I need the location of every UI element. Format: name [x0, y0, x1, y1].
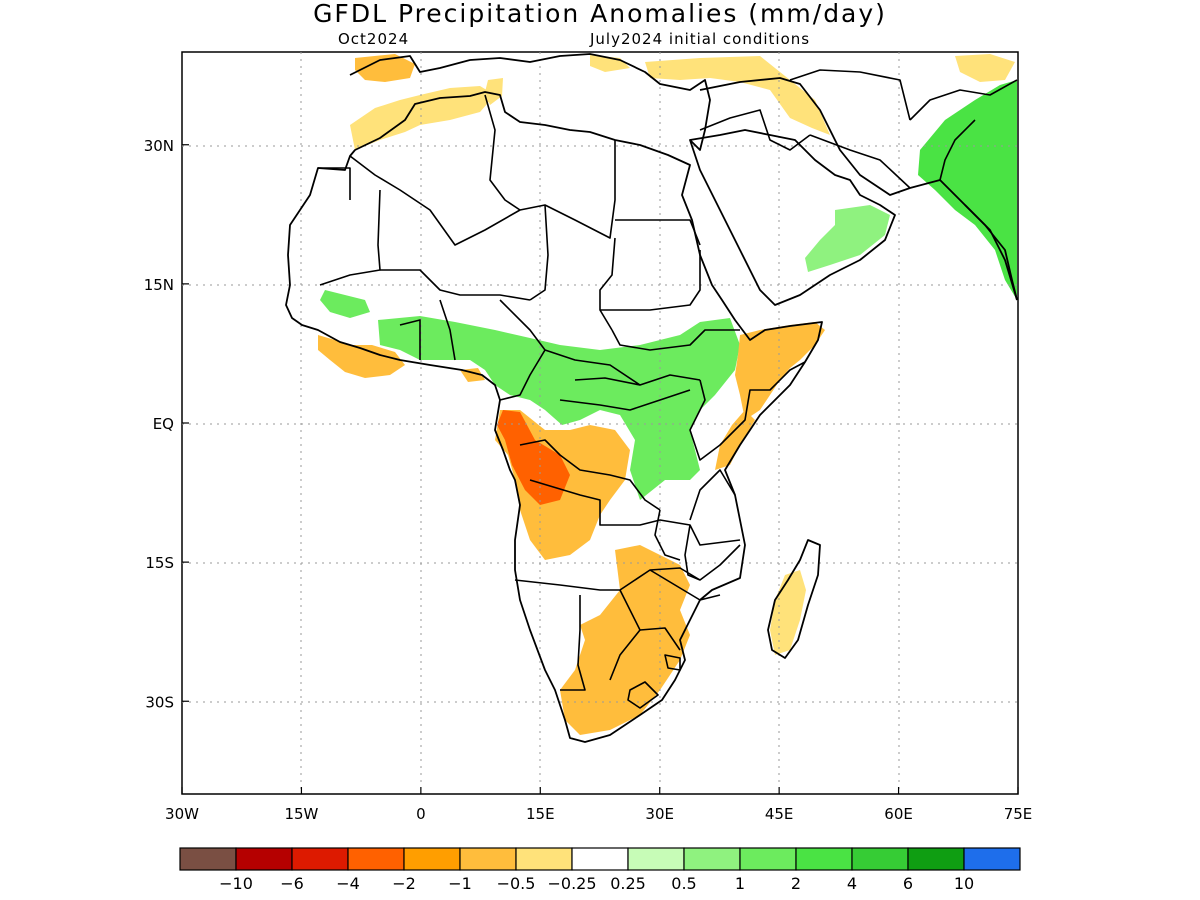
arabia-coastline — [689, 129, 896, 306]
colorbar-label: −0.5 — [497, 874, 536, 893]
colorbar-swatch — [179, 847, 237, 871]
colorbar-label: 2 — [791, 874, 801, 893]
x-tick-label: 15E — [526, 805, 555, 823]
anomaly-region — [955, 54, 1015, 82]
anomaly-region — [735, 322, 825, 420]
y-axis-ticks: 30N 15N EQ 15S 30S — [144, 137, 189, 711]
colorbar-swatch — [235, 847, 293, 871]
y-tick-label: EQ — [153, 415, 174, 433]
x-tick-label: 30E — [645, 805, 674, 823]
anomaly-region — [715, 410, 755, 470]
anomaly-region — [805, 205, 890, 272]
x-axis-ticks: 30W 15W 0 15E 30E 45E 60E 75E — [165, 787, 1032, 823]
x-tick-label: 15W — [284, 805, 318, 823]
initial-conditions-label: July2024 initial conditions — [589, 30, 810, 48]
anomaly-region — [355, 54, 415, 82]
y-tick-label: 30N — [144, 137, 174, 155]
colorbar-swatch — [851, 847, 909, 871]
y-tick-label: 30S — [145, 693, 174, 711]
anomaly-region — [770, 570, 806, 655]
y-tick-label: 15N — [144, 276, 174, 294]
x-tick-label: 60E — [884, 805, 913, 823]
colorbar-label: 1 — [735, 874, 745, 893]
anomaly-region — [320, 290, 370, 318]
colorbar-swatch — [795, 847, 853, 871]
x-tick-label: 75E — [1004, 805, 1033, 823]
colorbar-swatch — [907, 847, 965, 871]
africa-coastline — [285, 91, 823, 743]
map-title: GFDL Precipitation Anomalies (mm/day) — [313, 0, 887, 28]
x-tick-label: 30W — [165, 805, 199, 823]
anomaly-region — [318, 335, 405, 378]
colorbar-label: 10 — [954, 874, 974, 893]
colorbar-label: 6 — [903, 874, 913, 893]
graticule — [182, 52, 1018, 794]
coastlines — [285, 53, 1018, 743]
anomaly-region — [378, 316, 740, 500]
anomaly-region — [918, 80, 1017, 300]
madagascar-coastline — [767, 539, 821, 659]
colorbar-label: −6 — [280, 874, 304, 893]
colorbar-label: −0.25 — [547, 874, 596, 893]
colorbar-swatch — [683, 847, 741, 871]
forecast-month-label: Oct2024 — [338, 30, 409, 48]
x-tick-label: 45E — [765, 805, 794, 823]
europe-coastline — [349, 53, 711, 151]
colorbar-swatch — [963, 847, 1021, 871]
colorbar-label: 0.25 — [610, 874, 646, 893]
colorbar-swatch — [515, 847, 573, 871]
india-coastline — [964, 204, 1018, 301]
x-tick-label: 0 — [416, 805, 426, 823]
colorbar-swatch — [403, 847, 461, 871]
colorbar-label: −2 — [392, 874, 416, 893]
colorbar-swatch — [291, 847, 349, 871]
colorbar-label: 0.5 — [671, 874, 696, 893]
colorbar-label: −10 — [219, 874, 253, 893]
colorbar-label: −4 — [336, 874, 360, 893]
y-tick-label: 15S — [145, 554, 174, 572]
colorbar-swatch — [347, 847, 405, 871]
colorbar-swatch — [739, 847, 797, 871]
country-borders — [318, 69, 1018, 709]
colorbar-label: 4 — [847, 874, 857, 893]
colorbar-swatch — [571, 847, 629, 871]
colorbar-swatch — [627, 847, 685, 871]
anomaly-region — [497, 410, 570, 505]
anomaly-region — [485, 78, 503, 105]
anomaly-region — [560, 545, 690, 735]
colorbar-label: −1 — [448, 874, 472, 893]
colorbar-swatch — [459, 847, 517, 871]
colorbar: −10 −6 −4 −2 −1 −0.5 −0.25 0.25 0.5 1 2 4 6 10 — [179, 847, 1021, 893]
anomaly-region — [645, 56, 830, 135]
anomaly-layer — [318, 54, 1017, 735]
